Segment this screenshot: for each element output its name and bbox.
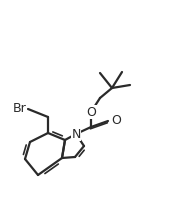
Text: N: N — [71, 127, 81, 141]
Text: Br: Br — [12, 103, 26, 115]
Text: O: O — [86, 105, 96, 119]
Text: O: O — [111, 115, 121, 127]
